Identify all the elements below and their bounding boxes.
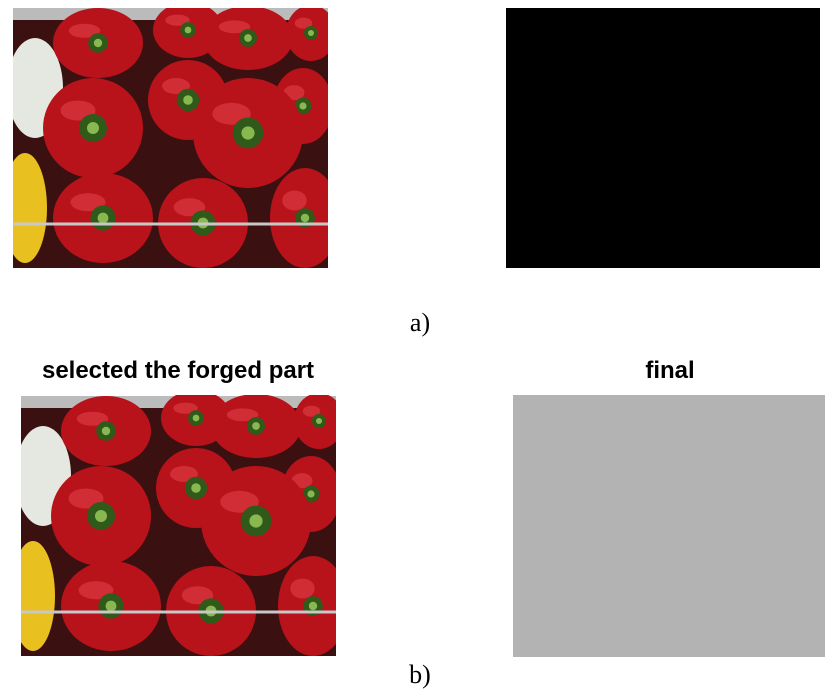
caption-b: b) <box>409 660 431 690</box>
figure: a) selected the forged part final b) (()… <box>0 0 825 693</box>
final-image <box>513 395 825 657</box>
left-title: selected the forged part <box>42 357 314 385</box>
page: {"panel_a": {"caption": "a)"}, "panel_b"… <box>0 0 825 693</box>
original-image <box>13 8 328 268</box>
mask-image <box>506 8 820 268</box>
right-title: final <box>645 357 694 385</box>
selected-image <box>21 395 336 657</box>
caption-a: a) <box>410 308 430 338</box>
